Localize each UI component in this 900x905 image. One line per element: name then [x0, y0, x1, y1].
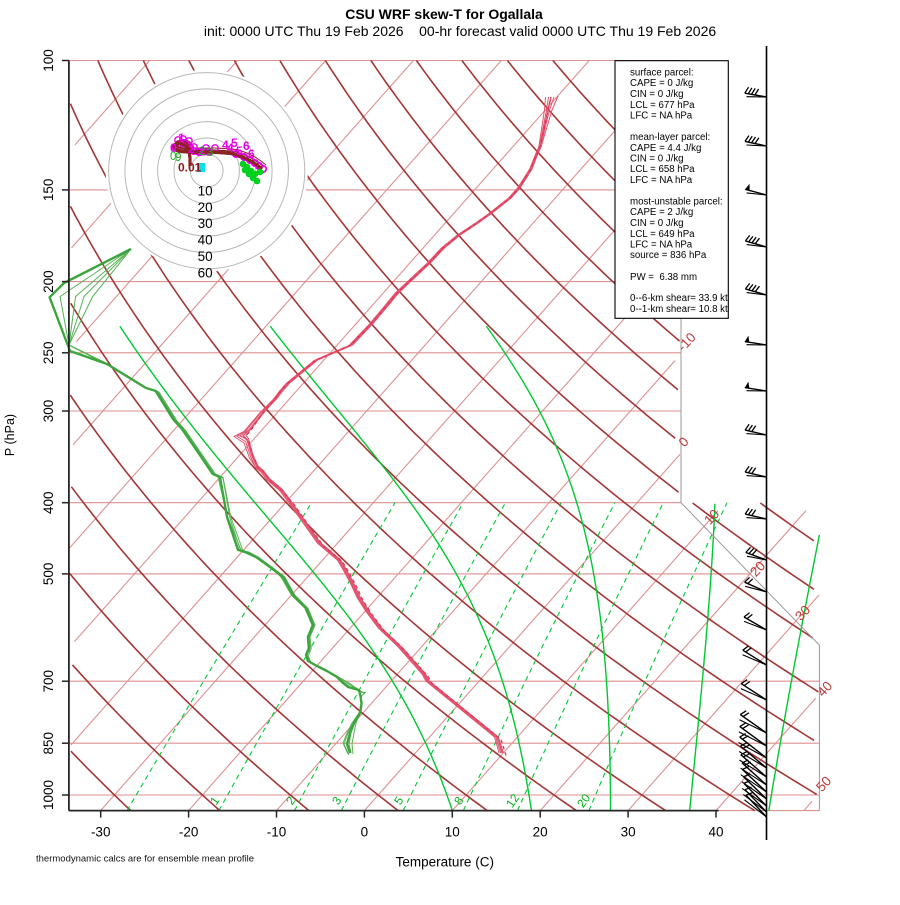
- svg-text:CIN = 0 J/kg: CIN = 0 J/kg: [630, 218, 684, 229]
- svg-text:10: 10: [198, 184, 213, 199]
- svg-text:LCL = 677 hPa: LCL = 677 hPa: [630, 100, 695, 111]
- svg-text:30: 30: [198, 216, 213, 231]
- svg-text:700: 700: [41, 670, 56, 693]
- svg-text:400: 400: [41, 491, 56, 514]
- svg-text:10: 10: [445, 825, 460, 840]
- svg-text:2: 2: [188, 142, 195, 156]
- svg-text:init: 0000 UTC Thu 19 Feb 2026: init: 0000 UTC Thu 19 Feb 2026 00-hr for…: [204, 23, 717, 39]
- svg-text:20: 20: [533, 825, 548, 840]
- svg-text:most-unstable parcel:: most-unstable parcel:: [630, 197, 723, 208]
- svg-text:250: 250: [41, 342, 56, 365]
- svg-text:-30: -30: [91, 825, 111, 840]
- svg-text:CAPE = 2 J/kg: CAPE = 2 J/kg: [630, 207, 693, 218]
- svg-text:40: 40: [708, 825, 723, 840]
- svg-text:LCL = 649 hPa: LCL = 649 hPa: [630, 229, 695, 240]
- svg-text:PW = 6.38 mm: PW = 6.38 mm: [630, 272, 697, 283]
- svg-text:LCL = 658 hPa: LCL = 658 hPa: [630, 164, 695, 175]
- svg-text:150: 150: [41, 179, 56, 202]
- svg-text:2: 2: [199, 146, 205, 158]
- svg-text:40: 40: [198, 233, 213, 248]
- svg-text:20: 20: [198, 200, 213, 215]
- svg-text:CSU WRF skew-T for Ogallala: CSU WRF skew-T for Ogallala: [345, 6, 543, 22]
- svg-text:mean-layer parcel:: mean-layer parcel:: [630, 132, 710, 143]
- svg-text:500: 500: [41, 563, 56, 586]
- svg-text:0--6-km shear= 33.9 kt: 0--6-km shear= 33.9 kt: [630, 293, 728, 304]
- svg-text:60: 60: [198, 265, 213, 280]
- svg-text:P (hPa): P (hPa): [3, 414, 17, 456]
- svg-text:1000: 1000: [41, 780, 56, 810]
- svg-text:0--1-km shear= 10.8 kt: 0--1-km shear= 10.8 kt: [630, 304, 728, 315]
- svg-text:-20: -20: [179, 825, 199, 840]
- svg-text:1: 1: [178, 131, 185, 145]
- svg-text:CAPE = 4.4 J/kg: CAPE = 4.4 J/kg: [630, 143, 701, 154]
- svg-text:source = 836 hPa: source = 836 hPa: [630, 250, 707, 261]
- svg-text:CIN = 0 J/kg: CIN = 0 J/kg: [630, 89, 684, 100]
- svg-text:850: 850: [41, 732, 56, 755]
- svg-text:CIN = 0 J/kg: CIN = 0 J/kg: [630, 154, 684, 165]
- svg-text:Temperature (C): Temperature (C): [396, 855, 494, 870]
- svg-text:surface parcel:: surface parcel:: [630, 68, 694, 79]
- svg-text:-10: -10: [267, 825, 287, 840]
- svg-text:30: 30: [621, 825, 636, 840]
- svg-text:3: 3: [207, 147, 213, 159]
- svg-text:CAPE = 0 J/kg: CAPE = 0 J/kg: [630, 78, 693, 89]
- svg-text:6: 6: [248, 147, 255, 161]
- svg-text:100: 100: [41, 49, 56, 72]
- svg-text:50: 50: [198, 249, 213, 264]
- svg-text:thermodynamic calcs are for en: thermodynamic calcs are for ensemble mea…: [36, 854, 254, 865]
- svg-text:LFC = NA hPa: LFC = NA hPa: [630, 111, 693, 122]
- svg-text:LFC = NA hPa: LFC = NA hPa: [630, 175, 693, 186]
- svg-text:5: 5: [236, 144, 243, 158]
- svg-text:0: 0: [361, 825, 369, 840]
- svg-text:LFC = NA hPa: LFC = NA hPa: [630, 240, 693, 251]
- svg-text:200: 200: [41, 270, 56, 293]
- svg-text:300: 300: [41, 400, 56, 423]
- svg-text:0.01: 0.01: [178, 161, 202, 175]
